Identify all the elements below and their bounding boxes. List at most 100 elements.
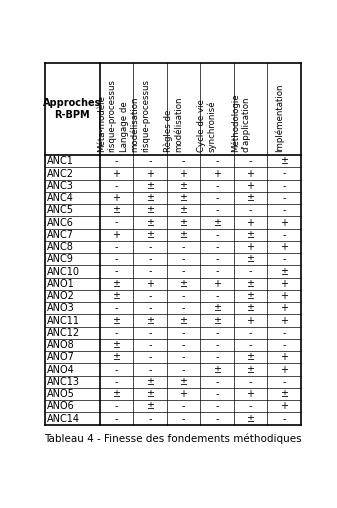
Text: ±: ±: [180, 205, 187, 215]
Text: +: +: [146, 279, 154, 289]
Text: ±: ±: [213, 303, 221, 313]
Text: +: +: [113, 169, 121, 178]
Text: -: -: [115, 255, 118, 264]
Text: -: -: [282, 414, 286, 424]
Text: ±: ±: [246, 303, 254, 313]
Text: -: -: [182, 303, 185, 313]
Text: +: +: [246, 315, 254, 326]
Text: -: -: [215, 389, 219, 399]
Text: -: -: [215, 291, 219, 301]
Text: +: +: [280, 217, 288, 228]
Text: ANO3: ANO3: [47, 303, 75, 313]
Text: ANC1: ANC1: [47, 156, 74, 166]
Text: -: -: [115, 267, 118, 276]
Text: -: -: [282, 181, 286, 191]
Text: +: +: [246, 169, 254, 178]
Text: -: -: [148, 353, 152, 362]
Text: -: -: [148, 156, 152, 166]
Text: ±: ±: [146, 389, 154, 399]
Text: -: -: [215, 242, 219, 252]
Text: ±: ±: [146, 401, 154, 411]
Text: ±: ±: [146, 377, 154, 387]
Text: -: -: [148, 328, 152, 338]
Text: -: -: [148, 255, 152, 264]
Text: +: +: [280, 401, 288, 411]
Text: ±: ±: [113, 340, 121, 350]
Text: -: -: [115, 328, 118, 338]
Text: -: -: [215, 156, 219, 166]
Text: +: +: [280, 315, 288, 326]
Text: ±: ±: [180, 217, 187, 228]
Text: +: +: [246, 242, 254, 252]
Text: -: -: [115, 156, 118, 166]
Text: -: -: [182, 255, 185, 264]
Text: -: -: [115, 377, 118, 387]
Text: ANC2: ANC2: [47, 169, 74, 178]
Text: ANO6: ANO6: [47, 401, 75, 411]
Text: -: -: [115, 303, 118, 313]
Text: +: +: [280, 365, 288, 374]
Text: +: +: [246, 217, 254, 228]
Text: ±: ±: [180, 377, 187, 387]
Text: -: -: [182, 291, 185, 301]
Text: -: -: [249, 401, 252, 411]
Text: ±: ±: [246, 365, 254, 374]
Text: -: -: [249, 156, 252, 166]
Text: -: -: [215, 193, 219, 203]
Text: -: -: [282, 340, 286, 350]
Text: Cycle de vie
synchronisé: Cycle de vie synchronisé: [197, 99, 217, 152]
Text: -: -: [215, 414, 219, 424]
Text: +: +: [246, 389, 254, 399]
Text: ±: ±: [180, 230, 187, 240]
Text: ±: ±: [246, 353, 254, 362]
Text: ±: ±: [246, 414, 254, 424]
Text: -: -: [148, 340, 152, 350]
Text: ±: ±: [246, 255, 254, 264]
Text: ±: ±: [113, 389, 121, 399]
Text: -: -: [182, 414, 185, 424]
Text: +: +: [146, 169, 154, 178]
Text: Tableau 4 - Finesse des fondements méthodiques: Tableau 4 - Finesse des fondements métho…: [44, 433, 302, 444]
Text: -: -: [148, 291, 152, 301]
Text: ±: ±: [146, 205, 154, 215]
Text: ±: ±: [246, 291, 254, 301]
Text: ANC3: ANC3: [47, 181, 74, 191]
Text: ANC12: ANC12: [47, 328, 81, 338]
Text: +: +: [280, 303, 288, 313]
Text: ±: ±: [246, 230, 254, 240]
Text: -: -: [282, 255, 286, 264]
Text: -: -: [115, 217, 118, 228]
Text: ±: ±: [213, 365, 221, 374]
Text: +: +: [213, 169, 221, 178]
Text: ±: ±: [180, 193, 187, 203]
Text: ±: ±: [213, 315, 221, 326]
Text: +: +: [180, 169, 187, 178]
Text: -: -: [182, 267, 185, 276]
Text: -: -: [215, 205, 219, 215]
Text: -: -: [182, 340, 185, 350]
Text: ANC9: ANC9: [47, 255, 74, 264]
Text: -: -: [148, 242, 152, 252]
Text: -: -: [249, 267, 252, 276]
Text: -: -: [282, 328, 286, 338]
Text: -: -: [115, 414, 118, 424]
Text: -: -: [282, 377, 286, 387]
Text: ±: ±: [180, 279, 187, 289]
Text: +: +: [213, 279, 221, 289]
Text: -: -: [249, 328, 252, 338]
Text: ANO7: ANO7: [47, 353, 75, 362]
Text: Implémentation: Implémentation: [274, 83, 284, 152]
Text: ±: ±: [113, 353, 121, 362]
Text: -: -: [215, 255, 219, 264]
Text: -: -: [215, 230, 219, 240]
Text: Méta-modèle
risque-processus: Méta-modèle risque-processus: [97, 79, 117, 152]
Text: Règles de
modélisation: Règles de modélisation: [163, 97, 183, 152]
Text: ±: ±: [213, 217, 221, 228]
Text: -: -: [115, 365, 118, 374]
Text: -: -: [182, 156, 185, 166]
Text: ±: ±: [280, 156, 288, 166]
Text: -: -: [115, 401, 118, 411]
Text: -: -: [249, 205, 252, 215]
Text: ±: ±: [246, 279, 254, 289]
Text: Langage de
modélisation
risque-processus: Langage de modélisation risque-processus: [120, 79, 150, 152]
